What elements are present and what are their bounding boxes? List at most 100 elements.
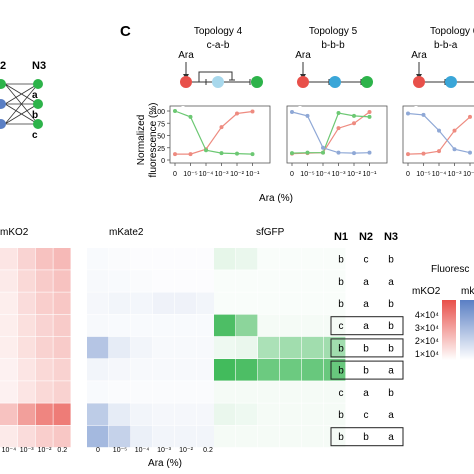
x-tick-label: 10⁻¹ [246,171,260,178]
heatmap-cell [236,425,258,448]
heatmap-cell [17,314,35,337]
heatmap-cell [236,381,258,403]
heatmap-cell [17,270,35,292]
y-tick-label: 0 [161,158,165,165]
table-cell: b [338,432,344,443]
series-line [175,110,253,155]
topology-4-ara-label: Ara [178,50,194,61]
data-point [352,121,356,126]
topology-6-title: Topology 6 [430,26,474,37]
heatmap-cell [214,314,236,337]
colorbar-red [442,300,456,360]
network-n3-node-a [33,79,43,89]
data-point [204,148,208,153]
table-cell: a [363,321,369,332]
heatmap-cell [236,292,258,314]
heatmap-cell [214,403,236,425]
heatmap-cell [87,292,109,314]
colorbar-title: Fluoresc [431,264,469,275]
heatmap-cell [153,292,175,314]
heatmap-cell [87,403,109,425]
table-cell: b [338,299,344,310]
heatmap-cell [35,381,53,403]
x-tick-label: 10⁻⁴ [432,171,447,178]
heatmap-cell [53,292,71,314]
heatmap-cell [87,359,109,381]
heatmap-cell [324,314,346,337]
heatmap-cell [258,336,280,359]
data-point [367,114,372,119]
x-tick-label: 10⁻⁴ [316,171,331,178]
heatmap-cell [0,336,18,359]
heatmap-cell [87,270,109,292]
line-plot-topology-6: 0 10⁻⁵10⁻⁴10⁻³10⁻² [402,105,474,178]
heatmap-cell [131,270,153,292]
data-point [336,126,341,131]
heatmap-cell [197,248,219,270]
network-n2-node [0,99,6,109]
x-tick-label: 10⁻⁵ [183,171,197,178]
topology-4-feedback-edge [198,71,233,82]
heatmap-cell [302,270,324,292]
heatmap-cell [0,270,18,292]
heatmap-cell [302,359,324,381]
heatmap-cell [87,248,109,270]
data-point [352,113,356,118]
data-point [250,109,255,114]
table-cell: b [338,410,344,421]
heatmap-cell [258,403,280,425]
heatmap-cell [197,381,219,403]
heatmap-cell [17,381,35,403]
heatmap-x-tick-label: 10⁻⁵ [113,447,127,454]
table-cell: b [363,343,369,354]
topology-4-node-red [180,76,192,88]
heatmap-cell [109,336,131,359]
heatmap-cell [214,336,236,359]
heatmap-cell [197,425,219,448]
heatmap-cell [35,270,53,292]
network-col-label-n3: N3 [32,60,46,72]
network-n2-node [0,79,6,89]
table-cell: b [338,366,344,377]
heatmap-cell [280,248,302,270]
topology-4-node-lightblue [212,76,224,88]
data-point [235,111,239,116]
heatmap-cell [53,336,71,359]
heatmap-cell [197,359,219,381]
heatmap-cell [324,403,346,425]
heatmap-xlabel: Ara (%) [148,458,182,469]
data-point [219,125,224,130]
heatmap-cell [35,336,53,359]
heatmap-cell [153,270,175,292]
heatmap-cell [175,292,197,314]
heatmap-cell [175,359,197,381]
data-point [235,151,239,156]
topology-4-node-green [251,76,263,88]
heatmap-cell [153,336,175,359]
table-cell: b [363,432,369,443]
x-tick-label: 0 [290,171,294,178]
heatmap-cell [214,381,236,403]
heatmap-cell [0,314,18,337]
heatmap-cell [258,270,280,292]
table-cell: a [363,299,369,310]
heatmap-cell [53,359,71,381]
table-cell: a [388,410,394,421]
x-tick-label: 10⁻² [463,171,474,178]
data-point [173,152,177,157]
colorbar-tick: 1×10⁴ [415,349,439,359]
heatmap-cell [153,359,175,381]
data-point [367,150,372,155]
topology-6-ara-label: Ara [411,50,427,61]
heatmap-cell [324,359,346,381]
heatmap-cell [131,403,153,425]
series-line [291,111,370,154]
heatmap-cell [87,336,109,359]
data-point [250,152,255,157]
x-tick-label: 0 [173,171,177,178]
heatmap-cell [153,381,175,403]
heatmap-mkate2: 0 10⁻⁵ 10⁻⁴ 10⁻³ 10⁻² 0.2 [87,248,219,454]
topology-5-ara-label: Ara [295,50,311,61]
